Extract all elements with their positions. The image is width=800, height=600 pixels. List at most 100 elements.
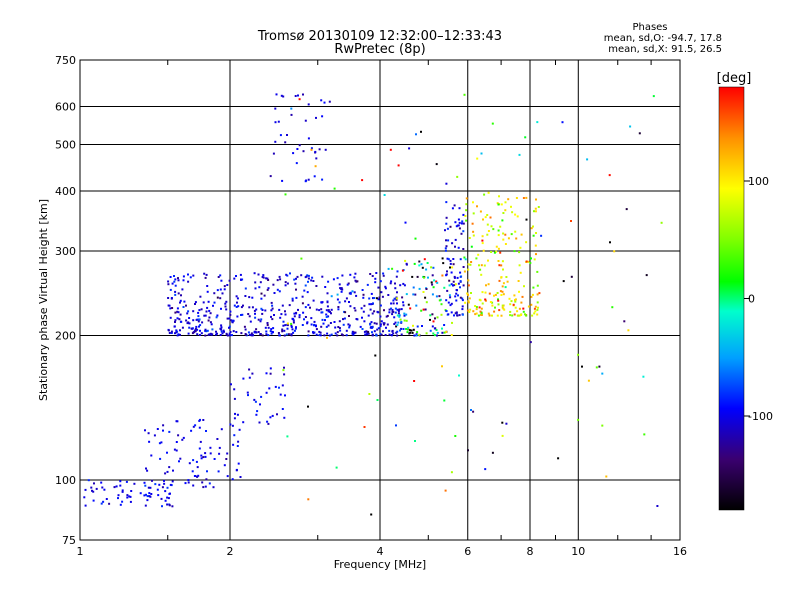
data-point xyxy=(220,324,223,327)
data-point xyxy=(435,163,438,166)
data-point xyxy=(482,218,484,221)
data-point xyxy=(441,327,443,330)
data-point xyxy=(418,260,421,263)
data-point xyxy=(481,242,484,245)
data-point xyxy=(231,424,234,427)
data-point xyxy=(504,209,507,212)
data-point xyxy=(534,207,537,210)
data-point xyxy=(232,330,235,333)
data-point xyxy=(587,379,590,382)
data-point xyxy=(424,296,427,299)
data-point xyxy=(524,136,527,139)
data-point xyxy=(272,152,275,155)
data-point xyxy=(534,305,537,308)
data-point xyxy=(629,125,632,128)
data-point xyxy=(520,233,523,236)
data-point xyxy=(406,328,409,331)
data-point xyxy=(100,481,103,484)
data-point xyxy=(497,234,500,237)
data-point xyxy=(395,424,397,427)
data-point xyxy=(411,275,414,278)
data-point xyxy=(319,334,322,337)
data-point xyxy=(218,452,221,455)
data-point xyxy=(274,140,277,143)
data-point xyxy=(220,279,223,282)
data-point xyxy=(307,277,310,280)
data-point xyxy=(457,246,460,249)
data-point xyxy=(145,493,147,496)
data-point xyxy=(394,307,397,310)
data-point xyxy=(490,251,493,253)
data-point xyxy=(404,259,407,262)
data-point xyxy=(235,469,238,472)
data-point xyxy=(271,307,274,310)
data-point xyxy=(338,327,341,329)
data-point xyxy=(501,260,504,263)
data-point xyxy=(101,486,104,489)
data-point xyxy=(234,412,236,415)
data-point xyxy=(192,425,195,428)
data-point xyxy=(187,310,190,313)
data-point xyxy=(314,165,317,168)
data-point xyxy=(175,420,178,423)
data-point xyxy=(532,225,534,228)
data-point xyxy=(236,445,239,447)
data-point xyxy=(318,148,321,151)
data-point xyxy=(272,327,275,330)
data-point xyxy=(210,323,213,326)
data-point xyxy=(324,319,326,322)
data-point xyxy=(235,295,238,298)
data-point xyxy=(362,293,365,296)
data-point xyxy=(206,306,209,309)
data-point xyxy=(307,137,310,140)
y-tick-label: 750 xyxy=(55,54,76,67)
data-point xyxy=(281,330,284,333)
data-point xyxy=(449,304,452,307)
data-point xyxy=(196,466,199,469)
data-point xyxy=(486,214,489,216)
data-point xyxy=(432,286,435,289)
data-point xyxy=(502,238,505,241)
data-point xyxy=(236,315,239,318)
data-point xyxy=(368,303,371,306)
data-point xyxy=(291,297,294,300)
data-point xyxy=(586,158,589,161)
data-point xyxy=(480,152,483,155)
data-point xyxy=(307,280,309,283)
data-point xyxy=(301,324,304,326)
data-point xyxy=(290,107,293,110)
data-point xyxy=(514,230,517,233)
data-point xyxy=(463,256,466,259)
data-point xyxy=(264,326,267,329)
data-point xyxy=(290,113,293,116)
data-point xyxy=(425,301,428,304)
data-point xyxy=(257,318,260,321)
data-point xyxy=(459,280,462,283)
data-point xyxy=(515,197,518,199)
data-point xyxy=(147,432,150,435)
data-point xyxy=(157,494,160,497)
data-point xyxy=(373,322,376,325)
data-point xyxy=(286,134,288,136)
data-point xyxy=(167,497,170,500)
data-point xyxy=(353,332,356,335)
data-point xyxy=(126,494,129,497)
data-point xyxy=(236,301,238,304)
data-point xyxy=(330,333,333,336)
data-point xyxy=(525,260,528,263)
data-point xyxy=(262,274,265,277)
data-point xyxy=(520,301,523,304)
data-point xyxy=(455,292,458,295)
data-point xyxy=(487,259,489,262)
data-point xyxy=(228,326,230,329)
data-point xyxy=(202,486,205,489)
data-point xyxy=(236,413,239,416)
data-point xyxy=(290,333,293,336)
data-point xyxy=(508,297,511,300)
data-point xyxy=(461,308,464,311)
data-point xyxy=(520,314,522,316)
data-point xyxy=(166,503,169,506)
data-point xyxy=(445,299,448,302)
data-point xyxy=(307,178,310,181)
data-point xyxy=(261,312,264,315)
